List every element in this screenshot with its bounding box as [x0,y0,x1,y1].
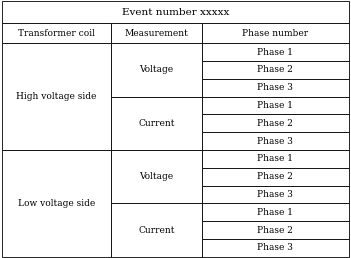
Bar [201,221,349,239]
Bar [201,239,349,257]
Bar [111,150,201,203]
Text: Low voltage side: Low voltage side [18,199,95,208]
Text: Phase 3: Phase 3 [258,83,293,92]
Bar [201,61,349,79]
Text: Phase 2: Phase 2 [258,119,293,128]
Text: High voltage side: High voltage side [16,92,97,101]
Bar [111,43,201,97]
Text: Phase number: Phase number [242,29,309,38]
Text: Phase 2: Phase 2 [258,172,293,181]
Text: Phase 3: Phase 3 [258,137,293,146]
Bar [111,23,201,43]
Bar [111,203,201,257]
Text: Event number xxxxx: Event number xxxxx [122,8,229,17]
Text: Measurement: Measurement [125,29,188,38]
Bar [2,43,111,150]
Bar [2,1,349,23]
Bar [2,150,111,257]
Bar [201,203,349,221]
Text: Voltage: Voltage [139,172,173,181]
Text: Phase 3: Phase 3 [258,243,293,252]
Bar [201,186,349,203]
Bar [201,79,349,97]
Text: Phase 3: Phase 3 [258,190,293,199]
Bar [201,97,349,115]
Text: Phase 2: Phase 2 [258,225,293,235]
Bar [2,23,111,43]
Text: Transformer coil: Transformer coil [18,29,95,38]
Text: Voltage: Voltage [139,66,173,75]
Text: Phase 1: Phase 1 [257,208,293,217]
Text: Phase 2: Phase 2 [258,66,293,75]
Bar [201,150,349,168]
Bar [201,43,349,61]
Text: Phase 1: Phase 1 [257,101,293,110]
Bar [201,115,349,132]
Bar [201,23,349,43]
Text: Phase 1: Phase 1 [257,48,293,57]
Bar [201,168,349,186]
Text: Current: Current [138,119,175,128]
Text: Current: Current [138,225,175,235]
Bar [201,132,349,150]
Bar [111,97,201,150]
Text: Phase 1: Phase 1 [257,154,293,163]
